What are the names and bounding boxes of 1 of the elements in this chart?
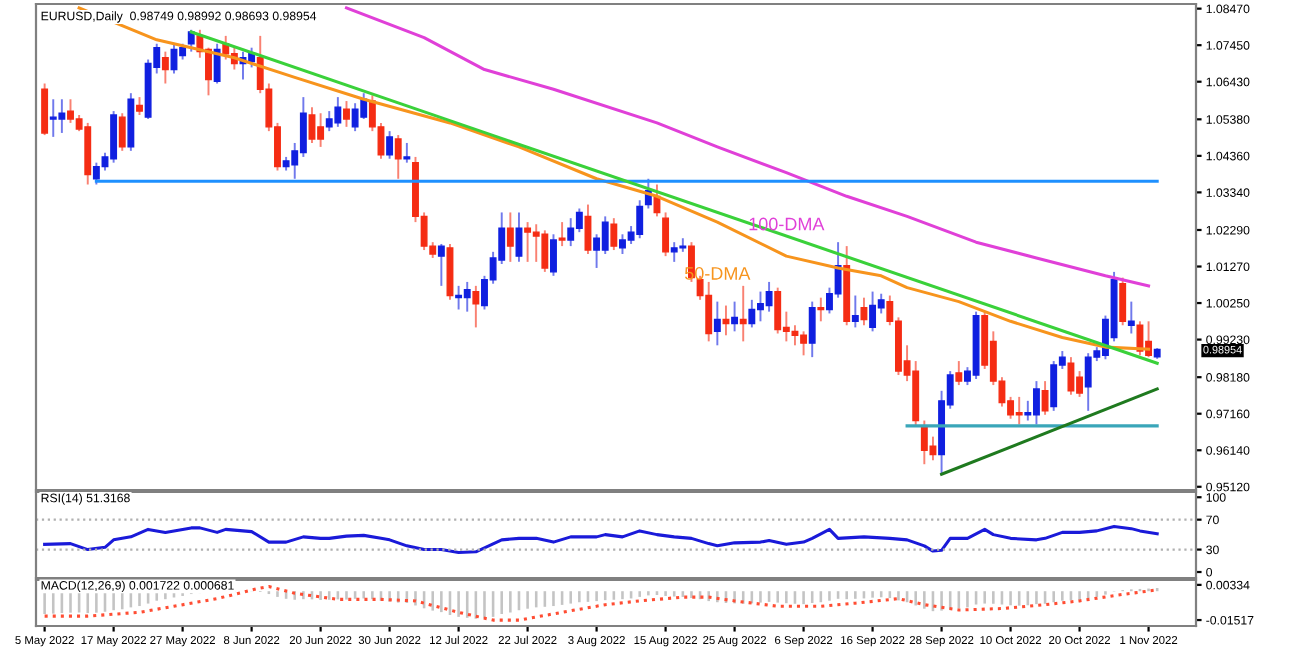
series-label: 100-DMA xyxy=(749,217,825,231)
